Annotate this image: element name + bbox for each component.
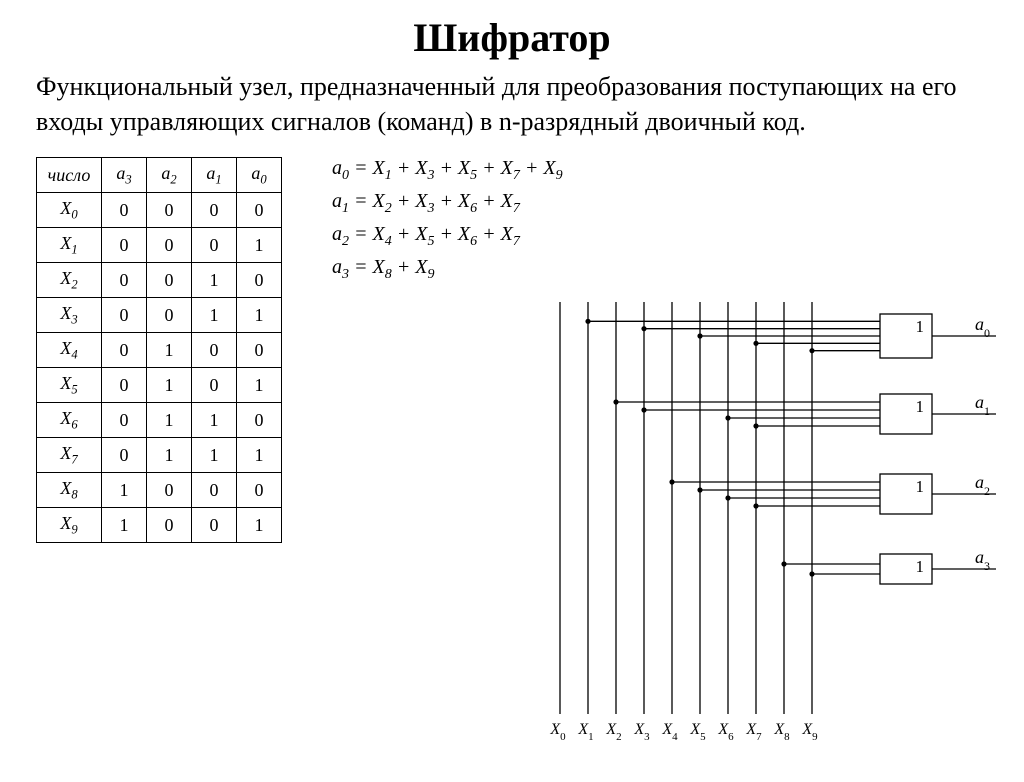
svg-text:X5: X5 bbox=[689, 721, 706, 743]
bit-cell: 1 bbox=[237, 368, 282, 403]
row-label: X6 bbox=[37, 403, 102, 438]
row-label: X7 bbox=[37, 438, 102, 473]
bit-cell: 0 bbox=[237, 333, 282, 368]
bit-cell: 0 bbox=[147, 473, 192, 508]
equation: a3 = X8 + X9 bbox=[332, 252, 563, 285]
bit-cell: 0 bbox=[237, 193, 282, 228]
bit-cell: 0 bbox=[192, 193, 237, 228]
row-label: X8 bbox=[37, 473, 102, 508]
table-row: X20010 bbox=[37, 263, 282, 298]
svg-text:X1: X1 bbox=[577, 721, 593, 743]
bit-cell: 1 bbox=[192, 438, 237, 473]
bit-cell: 1 bbox=[192, 403, 237, 438]
bit-cell: 0 bbox=[102, 193, 147, 228]
bit-cell: 0 bbox=[102, 368, 147, 403]
bit-cell: 0 bbox=[102, 333, 147, 368]
bit-cell: 0 bbox=[192, 228, 237, 263]
row-label: X4 bbox=[37, 333, 102, 368]
svg-text:1: 1 bbox=[916, 477, 925, 496]
bit-cell: 1 bbox=[147, 403, 192, 438]
bit-cell: 0 bbox=[237, 403, 282, 438]
bit-cell: 1 bbox=[237, 298, 282, 333]
col-header-bit: a0 bbox=[237, 158, 282, 193]
description-text: Функциональный узел, предназначенный для… bbox=[36, 69, 988, 139]
page-title: Шифратор bbox=[0, 14, 1024, 61]
equations-block: a0 = X1 + X3 + X5 + X7 + X9a1 = X2 + X3 … bbox=[332, 153, 563, 285]
row-label: X9 bbox=[37, 508, 102, 543]
table-row: X91001 bbox=[37, 508, 282, 543]
table-row: X00000 bbox=[37, 193, 282, 228]
col-header-bit: a3 bbox=[102, 158, 147, 193]
svg-text:X7: X7 bbox=[745, 721, 762, 743]
table-row: X50101 bbox=[37, 368, 282, 403]
svg-text:X2: X2 bbox=[605, 721, 621, 743]
bit-cell: 1 bbox=[102, 508, 147, 543]
row-label: X5 bbox=[37, 368, 102, 403]
svg-text:1: 1 bbox=[916, 397, 925, 416]
bit-cell: 0 bbox=[102, 228, 147, 263]
bit-cell: 0 bbox=[192, 368, 237, 403]
table-row: X60110 bbox=[37, 403, 282, 438]
svg-text:X0: X0 bbox=[549, 721, 566, 743]
svg-text:X8: X8 bbox=[773, 721, 790, 743]
bit-cell: 0 bbox=[147, 298, 192, 333]
bit-cell: 0 bbox=[192, 473, 237, 508]
bit-cell: 0 bbox=[237, 473, 282, 508]
col-header-bit: a2 bbox=[147, 158, 192, 193]
bit-cell: 1 bbox=[102, 473, 147, 508]
table-row: X40100 bbox=[37, 333, 282, 368]
table-row: X70111 bbox=[37, 438, 282, 473]
col-header-number: число bbox=[37, 158, 102, 193]
row-label: X0 bbox=[37, 193, 102, 228]
svg-text:X6: X6 bbox=[717, 721, 734, 743]
bit-cell: 1 bbox=[192, 298, 237, 333]
bit-cell: 0 bbox=[147, 508, 192, 543]
bit-cell: 1 bbox=[147, 333, 192, 368]
truth-table: числоa3a2a1a0 X00000X10001X20010X30011X4… bbox=[36, 157, 282, 543]
bit-cell: 0 bbox=[147, 228, 192, 263]
bit-cell: 0 bbox=[102, 298, 147, 333]
table-row: X81000 bbox=[37, 473, 282, 508]
svg-text:1: 1 bbox=[916, 317, 925, 336]
bit-cell: 0 bbox=[192, 508, 237, 543]
row-label: X1 bbox=[37, 228, 102, 263]
bit-cell: 1 bbox=[237, 438, 282, 473]
bit-cell: 1 bbox=[147, 438, 192, 473]
equation: a2 = X4 + X5 + X6 + X7 bbox=[332, 219, 563, 252]
bit-cell: 1 bbox=[237, 508, 282, 543]
bit-cell: 0 bbox=[237, 263, 282, 298]
svg-text:X9: X9 bbox=[801, 721, 818, 743]
svg-text:X3: X3 bbox=[633, 721, 650, 743]
svg-text:1: 1 bbox=[916, 557, 925, 576]
row-label: X3 bbox=[37, 298, 102, 333]
table-row: X30011 bbox=[37, 298, 282, 333]
bit-cell: 0 bbox=[147, 263, 192, 298]
svg-text:X4: X4 bbox=[661, 721, 678, 743]
row-label: X2 bbox=[37, 263, 102, 298]
equation: a1 = X2 + X3 + X6 + X7 bbox=[332, 186, 563, 219]
encoder-schematic: 1a01a11a21a3X0X1X2X3X4X5X6X7X8X9 bbox=[540, 294, 1010, 754]
bit-cell: 1 bbox=[192, 263, 237, 298]
bit-cell: 0 bbox=[102, 263, 147, 298]
bit-cell: 0 bbox=[192, 333, 237, 368]
equation: a0 = X1 + X3 + X5 + X7 + X9 bbox=[332, 153, 563, 186]
bit-cell: 1 bbox=[147, 368, 192, 403]
table-row: X10001 bbox=[37, 228, 282, 263]
bit-cell: 0 bbox=[102, 438, 147, 473]
bit-cell: 0 bbox=[147, 193, 192, 228]
col-header-bit: a1 bbox=[192, 158, 237, 193]
bit-cell: 0 bbox=[102, 403, 147, 438]
bit-cell: 1 bbox=[237, 228, 282, 263]
